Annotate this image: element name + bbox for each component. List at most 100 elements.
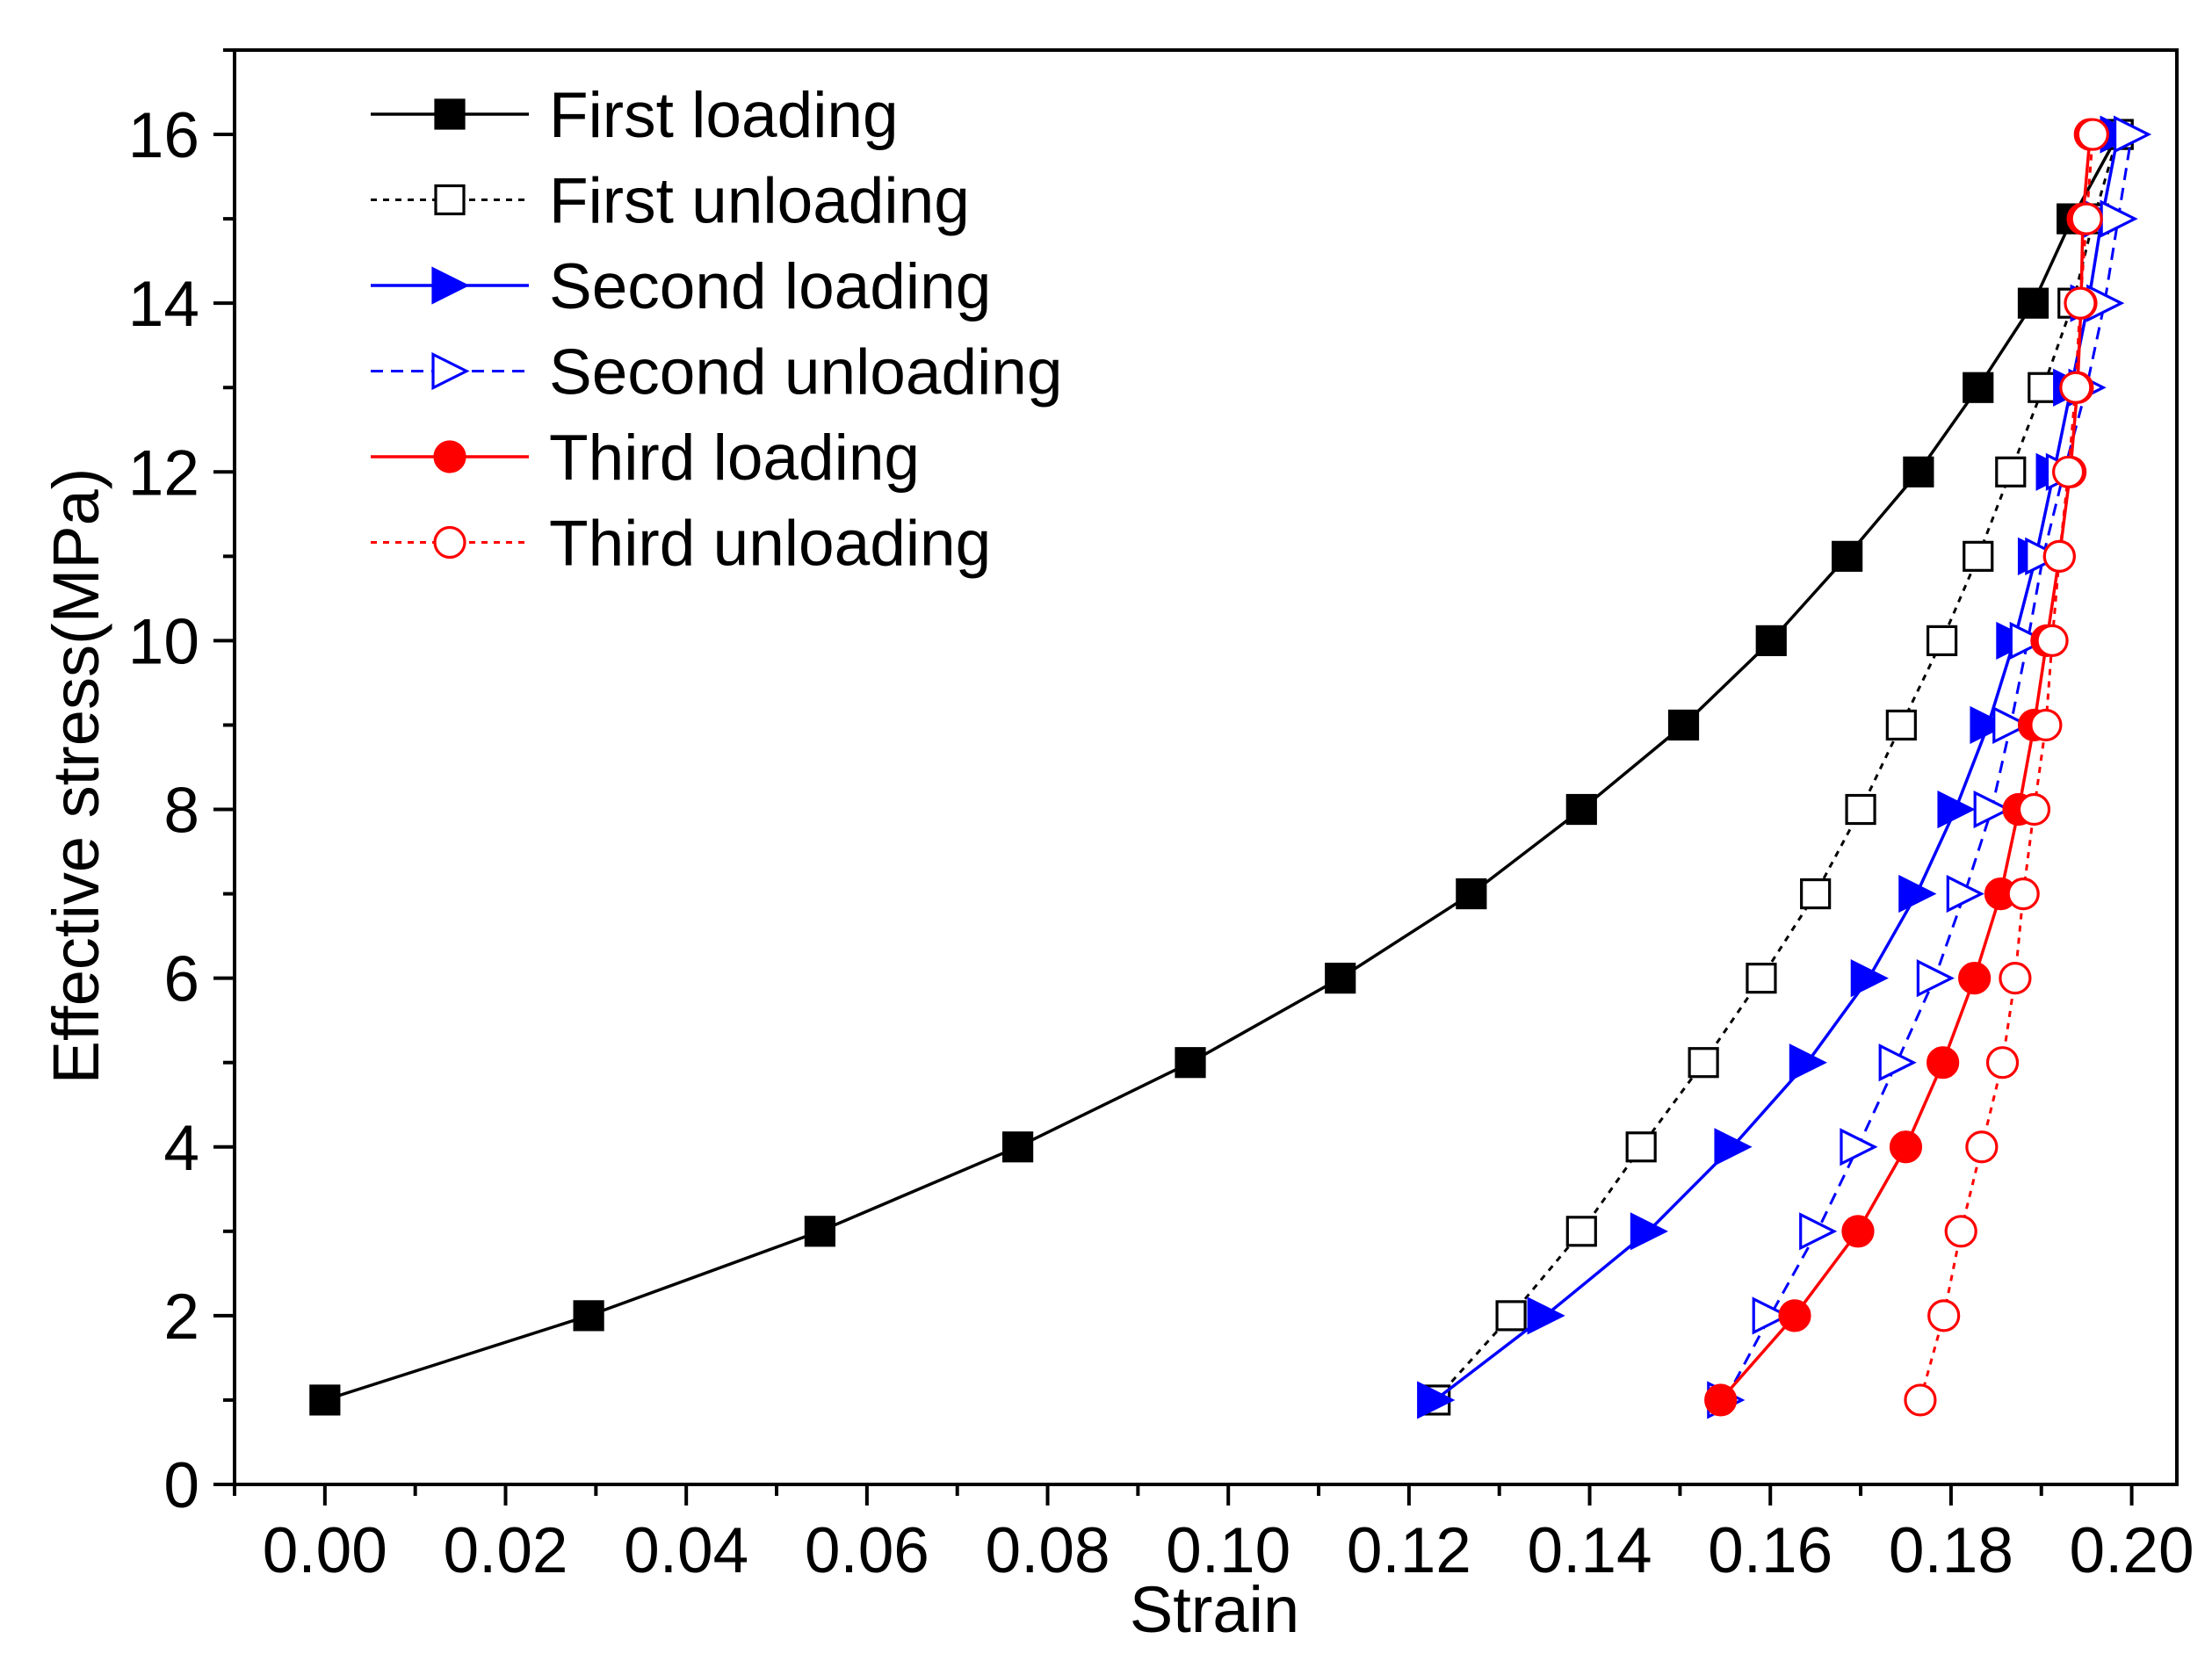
data-point: [1927, 1299, 1961, 1332]
data-point: [2042, 539, 2076, 573]
y-tick-label: 8: [163, 776, 199, 847]
x-tick-label: 0.06: [805, 1515, 929, 1586]
data-point: [2035, 624, 2069, 658]
legend-label: Third unloading: [549, 509, 991, 580]
legend-label: Third loading: [549, 422, 920, 494]
data-point: [1800, 877, 1832, 910]
series-line: [324, 134, 2120, 1402]
data-point: [2070, 202, 2103, 235]
data-point: [2064, 286, 2097, 320]
y-tick-label: 12: [128, 437, 199, 509]
legend-marker: [433, 440, 466, 473]
data-point: [1417, 1381, 1456, 1419]
data-point: [1926, 1046, 1960, 1080]
data-point: [2017, 792, 2051, 827]
data-point: [1752, 1296, 1790, 1335]
data-point: [1958, 962, 1992, 995]
series-line: [1434, 134, 2120, 1402]
data-point: [1001, 1131, 1034, 1163]
data-point: [1746, 963, 1777, 994]
y-tick-label: 2: [163, 1282, 199, 1353]
series-layer: [309, 115, 2152, 1419]
data-point: [1898, 874, 1937, 913]
legend-item: Second loading: [371, 251, 991, 322]
legend-marker: [433, 525, 466, 560]
series-line: [1434, 134, 2120, 1401]
legend-item: Third unloading: [371, 509, 991, 580]
y-tick-label: 14: [128, 269, 199, 340]
legend-item: Second unloading: [371, 337, 1063, 408]
data-point: [1995, 456, 2027, 487]
data-point: [1841, 1215, 1875, 1248]
data-point: [1999, 962, 2032, 995]
x-axis-title: Strain: [1130, 1573, 1299, 1646]
legend-marker: [431, 351, 470, 391]
data-point: [1937, 790, 1976, 829]
legend-marker: [434, 98, 466, 130]
data-point: [1970, 705, 2008, 745]
legend-item: Third loading: [371, 422, 920, 494]
x-tick-label: 0.20: [2070, 1515, 2194, 1586]
data-point: [1885, 709, 1917, 741]
y-tick-label: 0: [163, 1450, 199, 1521]
data-point: [1845, 793, 1876, 826]
x-tick-label: 0.04: [624, 1515, 748, 1586]
series-line: [1724, 134, 2134, 1401]
data-point: [2100, 199, 2138, 238]
data-point: [1565, 793, 1597, 826]
series-line: [1719, 134, 2093, 1402]
y-tick-label: 6: [163, 944, 199, 1015]
data-point: [2029, 708, 2063, 742]
legend-label: First unloading: [549, 166, 970, 237]
data-point: [1565, 1216, 1597, 1247]
data-point: [1944, 1215, 1977, 1248]
data-point: [2009, 621, 2048, 661]
data-point: [573, 1300, 604, 1332]
data-point: [309, 1384, 341, 1416]
data-point: [1832, 540, 1863, 572]
y-tick-label: 10: [128, 606, 199, 677]
series-line: [1919, 134, 2094, 1401]
data-point: [1630, 1212, 1668, 1251]
legend-marker: [431, 266, 470, 305]
data-point: [2017, 287, 2049, 319]
x-tick-label: 0.08: [985, 1515, 1110, 1586]
data-point: [1456, 877, 1487, 910]
data-point: [1963, 540, 1994, 572]
plot-frame: [233, 48, 2179, 1486]
y-tick-label: 16: [128, 100, 199, 171]
axes-layer: 0.00 0.02 0.04 0.06 0.08 0.10 0.12 0.14 0.16 0.18…: [40, 48, 2194, 1646]
data-point: [1667, 709, 1700, 741]
data-point: [2028, 372, 2059, 403]
x-tick-label: 0.00: [263, 1515, 387, 1586]
legend-label: Second loading: [549, 251, 991, 322]
legend: First loading First unloading Second loadi…: [371, 80, 1063, 580]
series-third-unloading: [1904, 118, 2109, 1417]
data-point: [1946, 874, 1984, 913]
data-point: [804, 1216, 835, 1247]
legend-item: First loading: [371, 80, 899, 151]
x-tick-label: 0.10: [1166, 1515, 1290, 1586]
y-axis-title: Effective stress(MPa): [40, 468, 112, 1085]
legend-label: Second unloading: [549, 337, 1063, 408]
data-point: [2006, 877, 2040, 911]
data-point: [1903, 456, 1934, 487]
data-point: [1965, 1130, 1999, 1164]
data-point: [1625, 1131, 1657, 1163]
data-point: [1926, 625, 1958, 657]
data-point: [1778, 1299, 1811, 1332]
data-point: [2051, 455, 2085, 488]
data-point: [1985, 1046, 2020, 1080]
legend-item: First unloading: [371, 166, 970, 237]
data-point: [1704, 1383, 1738, 1417]
x-tick-label: 0.14: [1528, 1515, 1652, 1586]
data-point: [1325, 963, 1356, 994]
data-point: [1688, 1047, 1719, 1079]
data-point: [1916, 959, 1955, 998]
data-point: [2113, 115, 2152, 154]
data-point: [1175, 1047, 1206, 1079]
series-first-loading: [309, 119, 2134, 1416]
data-point: [2076, 118, 2109, 151]
y-tick-label: 4: [163, 1113, 199, 1184]
